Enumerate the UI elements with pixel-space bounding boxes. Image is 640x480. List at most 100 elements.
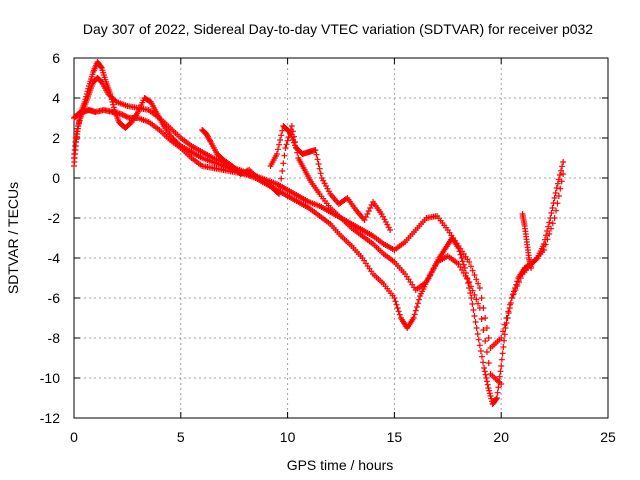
data-point [476, 285, 483, 291]
x-tick-label: 5 [177, 429, 185, 445]
data-point [481, 365, 488, 371]
data-point [468, 295, 475, 301]
data-point [481, 368, 488, 375]
data-point [284, 137, 291, 144]
data-point [280, 160, 287, 167]
data-point [560, 171, 567, 177]
data-point [505, 308, 512, 315]
data-point [273, 151, 280, 157]
data-point [554, 180, 561, 187]
data-point [510, 291, 517, 297]
data-point [75, 120, 82, 127]
data-point [467, 283, 474, 290]
data-point [315, 161, 322, 167]
data-point [558, 178, 565, 185]
data-point [289, 137, 296, 143]
data-point [74, 125, 81, 132]
data-point [517, 275, 524, 281]
data-point [480, 359, 487, 366]
data-point [499, 350, 506, 357]
y-tick-label: -6 [48, 290, 61, 306]
data-point [110, 101, 117, 108]
data-point [73, 128, 80, 135]
data-point [543, 232, 550, 239]
y-tick-label: -12 [40, 410, 60, 426]
data-point [471, 313, 478, 319]
data-point [548, 210, 555, 216]
series-track-f [519, 211, 535, 271]
data-point [500, 344, 507, 350]
data-point [514, 283, 521, 289]
data-point [502, 325, 509, 331]
data-point [482, 338, 489, 344]
data-point [560, 159, 567, 165]
y-tick-label: -8 [48, 330, 61, 346]
y-tick-label: 0 [52, 170, 60, 186]
data-point [292, 142, 299, 149]
data-point [458, 255, 465, 261]
data-point [513, 281, 520, 288]
data-point [413, 304, 420, 310]
data-point [411, 311, 418, 318]
data-point [471, 292, 478, 298]
data-point [476, 342, 483, 349]
data-point [276, 141, 283, 148]
data-point [393, 301, 400, 308]
data-point [425, 275, 432, 282]
data-point [396, 311, 403, 318]
data-point [508, 295, 515, 301]
x-tick-label: 20 [493, 429, 509, 445]
data-point [395, 308, 402, 315]
data-point [509, 291, 516, 298]
data-point [501, 321, 508, 328]
data-point [279, 127, 286, 134]
data-point [558, 167, 565, 174]
data-point [498, 363, 505, 369]
data-point [486, 390, 493, 397]
data-point [110, 104, 117, 111]
data-point [465, 280, 472, 286]
y-axis-label: SDTVAR / TECUs [5, 182, 21, 294]
data-point [466, 279, 473, 285]
data-point [507, 301, 514, 308]
data-point [467, 263, 474, 270]
data-point [483, 378, 490, 385]
data-point [487, 393, 494, 399]
data-point [410, 315, 417, 321]
data-point [512, 287, 519, 293]
data-point [415, 296, 422, 303]
data-point [457, 251, 464, 258]
data-point [475, 280, 482, 287]
data-point [278, 175, 285, 182]
data-point [394, 305, 401, 311]
data-point [493, 395, 500, 401]
y-tick-label: -4 [48, 250, 61, 266]
data-point [283, 141, 290, 148]
data-point [277, 183, 284, 190]
data-point [459, 258, 466, 265]
data-point [540, 247, 547, 253]
data-point [430, 265, 437, 272]
data-point [556, 172, 563, 178]
data-point [285, 128, 292, 134]
data-point [496, 373, 503, 380]
y-tick-label: 6 [52, 50, 60, 66]
data-point [75, 123, 82, 129]
data-point [478, 316, 485, 322]
data-point [493, 396, 500, 402]
data-point [314, 156, 321, 163]
data-point [469, 267, 476, 274]
x-tick-label: 10 [280, 429, 296, 445]
data-point [414, 300, 421, 307]
data-point [73, 131, 80, 137]
data-point [76, 117, 83, 124]
data-point [546, 219, 553, 226]
y-tick-labels: -12 -10 -8 -6 -4 -2 0 2 4 6 [40, 50, 60, 426]
data-point [503, 315, 510, 321]
data-point [495, 384, 502, 391]
data-point [554, 200, 561, 207]
data-point [475, 300, 482, 307]
data-point [288, 123, 295, 129]
data-point [469, 301, 476, 307]
data-point [427, 272, 433, 279]
